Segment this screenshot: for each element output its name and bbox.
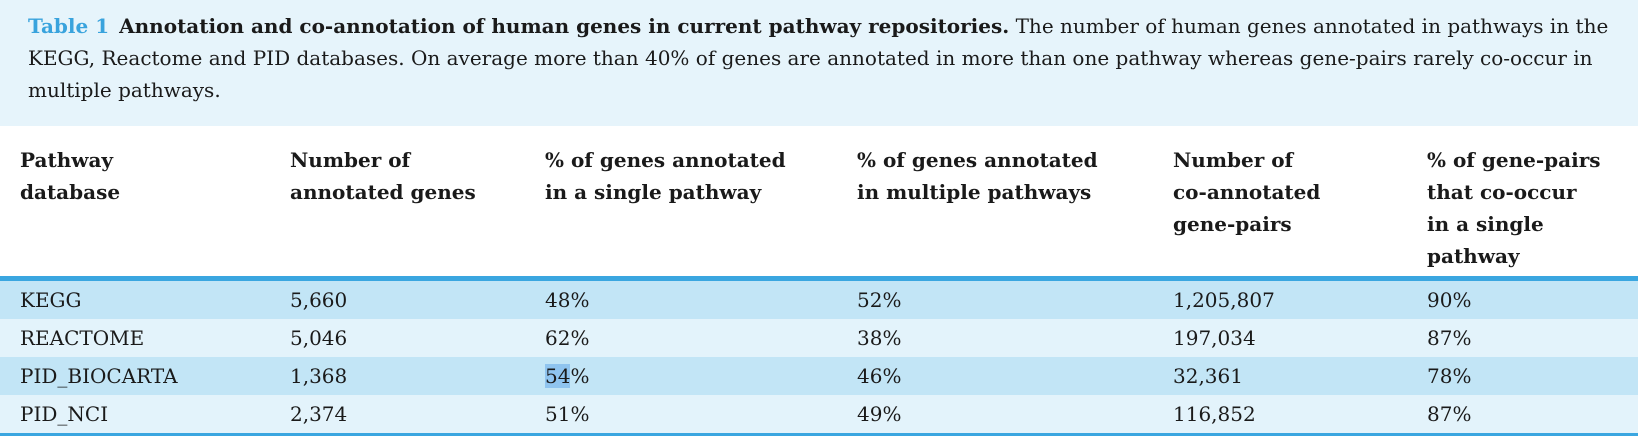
table-cell[interactable]: 32,361	[1173, 364, 1243, 388]
table-cell[interactable]: 38%	[857, 326, 902, 350]
data-table: Pathway database Number of annotated gen…	[0, 138, 1638, 436]
table-cell[interactable]: 52%	[857, 288, 902, 312]
table-cell[interactable]: 1,368	[290, 364, 348, 388]
table-cell[interactable]: 46%	[857, 364, 902, 388]
table-cell[interactable]: 87%	[1427, 326, 1472, 350]
cell-text-remainder[interactable]: %	[570, 364, 590, 388]
selected-table-cell[interactable]: 54%	[525, 357, 837, 395]
table-cell[interactable]: 5,046	[290, 326, 348, 350]
header-single-pathway: % of genes annotated in a single pathway	[525, 138, 837, 281]
text-selection-highlight[interactable]: 54	[545, 364, 571, 388]
table-title: Annotation and co-annotation of human ge…	[119, 14, 1010, 38]
table-label: Table 1	[28, 14, 110, 38]
table-row: KEGG 5,660 48% 52% 1,205,807 90%	[0, 278, 1638, 319]
table-cell[interactable]: PID_BIOCARTA	[20, 364, 178, 388]
table-cell[interactable]: 49%	[837, 395, 1153, 436]
table-row: PID_BIOCARTA 1,368 54% 46% 32,361 78%	[0, 357, 1638, 395]
header-co-occur-single: % of gene-pairs that co-occur in a singl…	[1407, 138, 1638, 281]
table-cell[interactable]: KEGG	[20, 288, 82, 312]
table-row: REACTOME 5,046 62% 38% 197,034 87%	[0, 319, 1638, 357]
table-cell[interactable]: 197,034	[1173, 326, 1256, 350]
table-row: PID_NCI 2,374 51% 49% 116,852 87%	[0, 395, 1638, 436]
header-annotated-genes: Number of annotated genes	[270, 138, 525, 281]
table-cell[interactable]: 2,374	[270, 395, 525, 436]
table-cell[interactable]: 90%	[1427, 288, 1472, 312]
table-cell[interactable]: REACTOME	[20, 326, 145, 350]
table-header-row: Pathway database Number of annotated gen…	[0, 138, 1638, 281]
header-co-annotated-pairs: Number of co-annotated gene-pairs	[1153, 138, 1407, 281]
table-cell[interactable]: 87%	[1407, 395, 1638, 436]
table-cell[interactable]: 1,205,807	[1173, 288, 1275, 312]
table-caption: Table 1 Annotation and co-annotation of h…	[0, 0, 1638, 126]
table-cell[interactable]: 62%	[545, 326, 590, 350]
header-pathway-database: Pathway database	[0, 138, 270, 281]
table-cell[interactable]: 116,852	[1153, 395, 1407, 436]
table-cell[interactable]: 51%	[525, 395, 837, 436]
table-cell[interactable]: PID_NCI	[0, 395, 270, 436]
table-cell[interactable]: 48%	[545, 288, 590, 312]
table-description: The number of human genes annotated in p…	[28, 14, 1609, 102]
header-multiple-pathways: % of genes annotated in multiple pathway…	[837, 138, 1153, 281]
table-cell[interactable]: 78%	[1427, 364, 1472, 388]
table-cell[interactable]: 5,660	[290, 288, 348, 312]
